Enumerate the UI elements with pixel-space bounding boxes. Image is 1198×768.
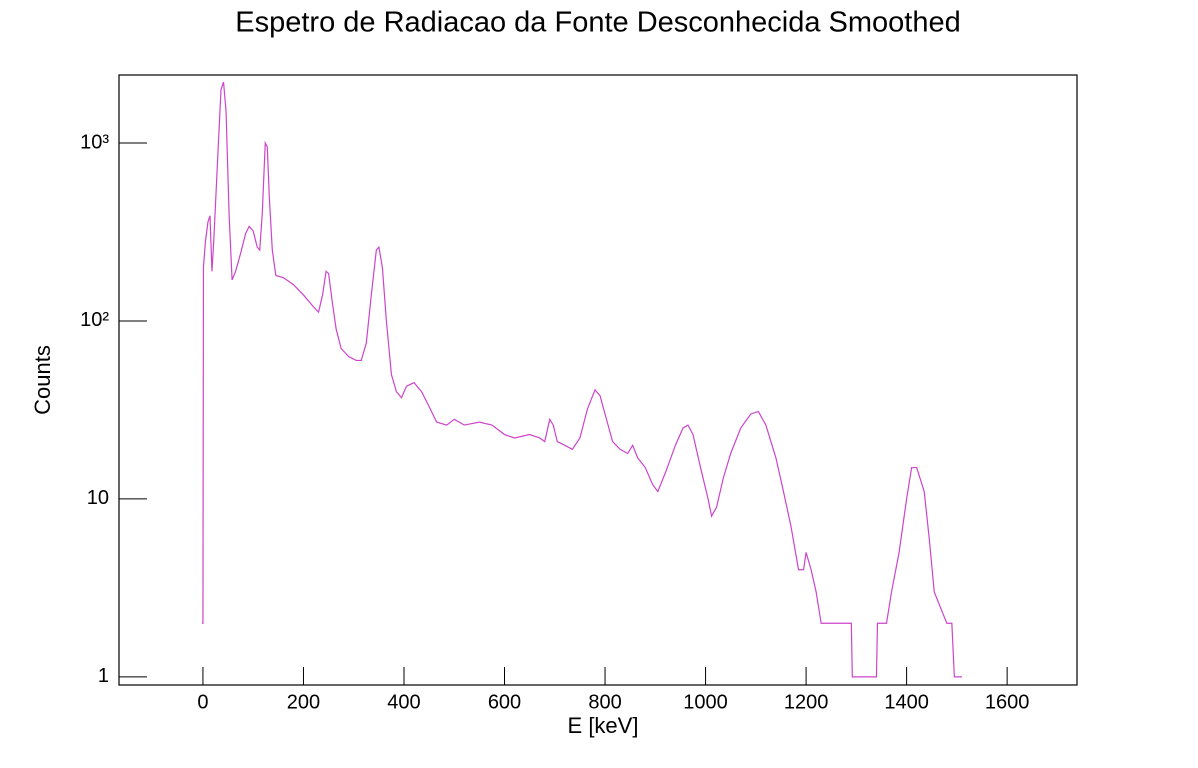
y-tick-label: 10² bbox=[80, 309, 109, 331]
x-tick-label: 1200 bbox=[784, 691, 829, 713]
x-tick-label: 1000 bbox=[683, 691, 728, 713]
x-tick-label: 1600 bbox=[985, 691, 1030, 713]
x-tick-label: 600 bbox=[488, 691, 521, 713]
y-tick-label: 1 bbox=[98, 665, 109, 687]
y-axis-title: Counts bbox=[30, 345, 55, 415]
x-tick-label: 400 bbox=[387, 691, 420, 713]
y-tick-label: 10 bbox=[87, 487, 109, 509]
x-tick-label: 0 bbox=[197, 691, 208, 713]
x-axis-title: E [keV] bbox=[568, 713, 639, 738]
x-tick-label: 200 bbox=[287, 691, 320, 713]
spectrum-line bbox=[201, 81, 962, 678]
y-tick-label: 10³ bbox=[80, 131, 109, 153]
plot-frame bbox=[118, 74, 1078, 686]
x-tick-label: 800 bbox=[588, 691, 621, 713]
x-tick-label: 1400 bbox=[884, 691, 929, 713]
chart-title: Espetro de Radiacao da Fonte Desconhecid… bbox=[235, 7, 960, 39]
